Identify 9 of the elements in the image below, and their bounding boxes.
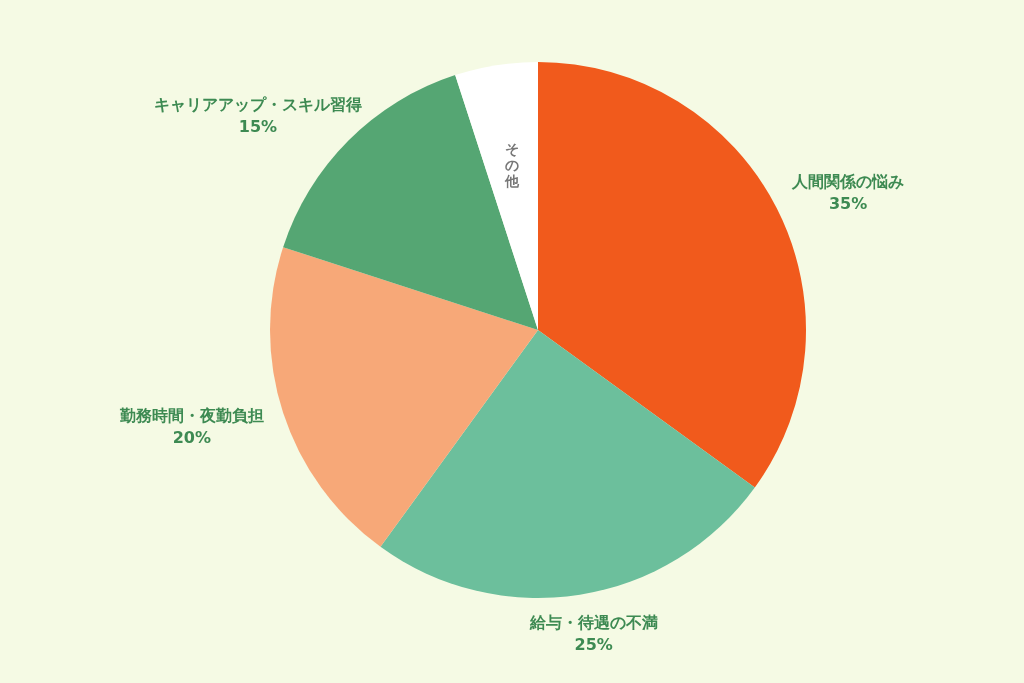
- slice-label: 勤務時間・夜勤負担: [118, 405, 264, 425]
- slice-label: 人間関係の悩み: [791, 172, 905, 192]
- slice-label: その他: [504, 140, 521, 189]
- slice-label: キャリアアップ・スキル習得: [153, 94, 362, 114]
- data-label: 35%: [828, 194, 868, 214]
- data-label: 15%: [238, 116, 278, 136]
- slice-label: 給与・待遇の不満: [528, 613, 658, 633]
- data-label: 25%: [574, 635, 613, 655]
- data-label: 20%: [172, 427, 211, 447]
